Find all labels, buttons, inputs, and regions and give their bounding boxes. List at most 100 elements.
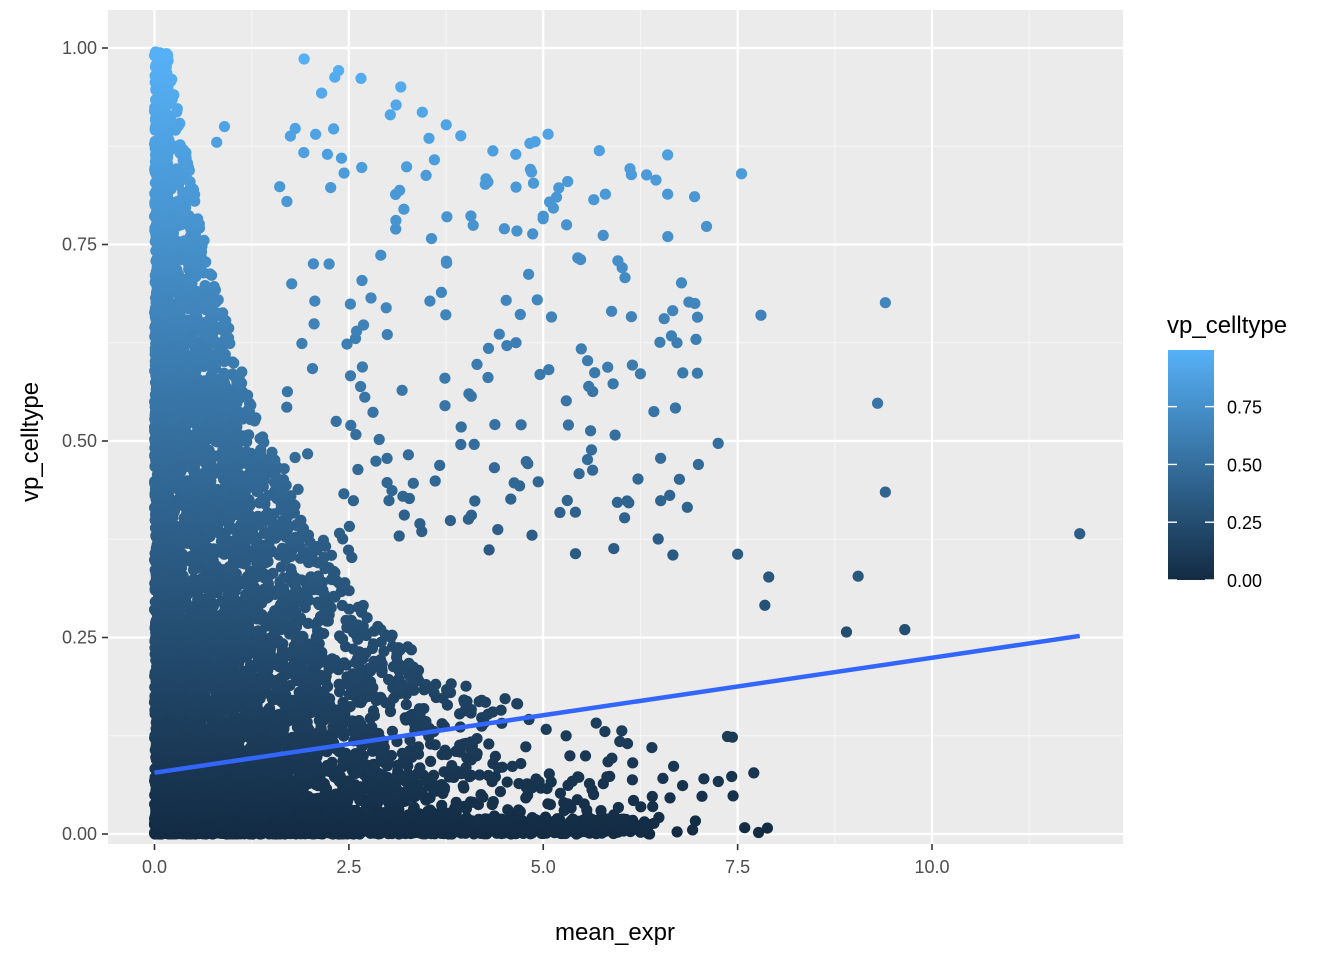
data-point: [698, 773, 710, 785]
data-point: [457, 780, 469, 792]
minor-gridlines: [108, 10, 1123, 844]
data-point: [721, 730, 734, 743]
data-point: [513, 804, 525, 816]
data-point: [539, 811, 552, 823]
data-point: [567, 813, 579, 825]
data-point: [334, 630, 346, 642]
data-point: [616, 725, 628, 737]
data-point: [653, 811, 665, 824]
data-point: [608, 543, 620, 555]
data-point: [483, 738, 495, 750]
data-point: [542, 798, 554, 810]
data-point: [761, 822, 774, 834]
data-point: [367, 705, 380, 717]
data-point: [540, 723, 552, 736]
data-point: [614, 735, 626, 748]
data-point: [400, 698, 412, 711]
data-point: [393, 530, 405, 542]
data-point: [583, 778, 596, 790]
data-point: [383, 495, 395, 507]
data-point: [569, 506, 582, 518]
data-point: [543, 768, 555, 780]
data-point: [748, 767, 760, 779]
data-point: [726, 770, 738, 783]
data-point: [501, 776, 513, 788]
data-point: [494, 786, 506, 798]
data-point: [513, 778, 525, 790]
data-point: [343, 520, 355, 533]
data-point: [450, 796, 462, 808]
data-point: [398, 509, 410, 521]
data-point: [564, 750, 576, 762]
data-point: [424, 804, 436, 816]
data-point: [326, 653, 338, 665]
data-point: [347, 495, 359, 507]
data-point: [530, 773, 542, 785]
data-point: [664, 792, 676, 804]
data-point: [611, 496, 624, 508]
data-point: [687, 824, 699, 836]
data-point: [619, 512, 631, 524]
data-point: [526, 812, 538, 824]
data-point: [638, 816, 651, 828]
data-point: [402, 641, 414, 653]
data-point: [430, 678, 442, 691]
data-point: [739, 822, 751, 834]
data-point: [489, 750, 501, 763]
data-point: [446, 760, 458, 772]
data-point: [488, 810, 500, 822]
data-point: [474, 769, 486, 781]
data-point: [668, 760, 680, 772]
data-point: [342, 544, 355, 556]
data-point: [604, 770, 616, 783]
data-point: [599, 726, 611, 738]
data-point: [646, 742, 658, 754]
data-point: [753, 826, 765, 839]
data-point: [436, 799, 448, 811]
data-point: [460, 680, 472, 692]
data-point: [647, 801, 659, 813]
data-point: [511, 698, 523, 710]
data-point: [487, 796, 499, 808]
data-point: [627, 757, 639, 769]
data-point: [646, 790, 658, 803]
data-point: [569, 548, 582, 560]
data-point: [418, 703, 430, 715]
data-point: [560, 730, 572, 742]
data-point: [372, 620, 384, 633]
data-point: [554, 506, 566, 519]
data-point: [444, 515, 456, 527]
data-point: [571, 794, 583, 806]
data-point: [333, 527, 346, 539]
data-point: [727, 790, 739, 802]
data-point: [317, 534, 329, 546]
data-point: [483, 544, 495, 556]
data-point: [469, 495, 481, 507]
data-point: [502, 804, 514, 816]
data-point: [612, 801, 625, 814]
data-point: [425, 755, 437, 768]
data-point: [357, 599, 369, 612]
data-point: [712, 775, 724, 788]
data-point: [626, 774, 639, 786]
data-point: [353, 715, 365, 727]
data-point: [439, 744, 451, 756]
data-point: [464, 796, 477, 808]
data-point: [657, 772, 669, 785]
data-point: [515, 758, 527, 770]
data-point: [326, 756, 338, 769]
data-point: [696, 790, 708, 802]
data-point: [579, 750, 592, 762]
data-point: [652, 533, 664, 545]
data-point: [476, 694, 488, 707]
data-point: [465, 509, 477, 521]
data-point: [414, 518, 426, 530]
data-point: [458, 694, 470, 706]
data-point: [572, 771, 584, 783]
data-point: [340, 614, 352, 626]
data-point: [520, 741, 532, 753]
data-point: [561, 494, 573, 507]
data-point: [595, 805, 607, 817]
data-point: [590, 717, 602, 729]
